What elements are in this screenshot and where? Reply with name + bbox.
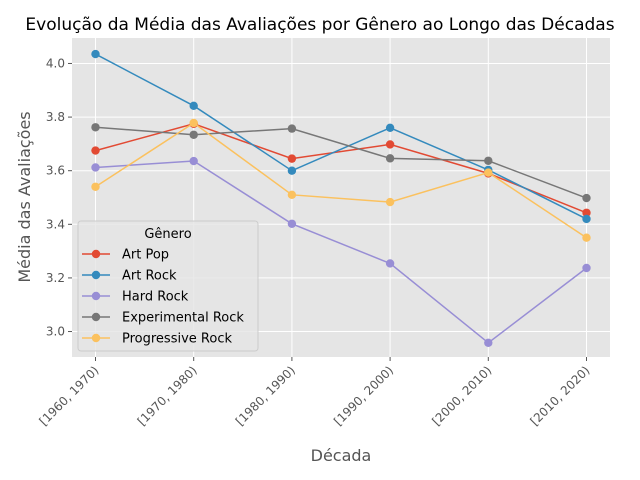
legend-item: Hard Rock — [82, 290, 189, 305]
data-point — [582, 193, 591, 203]
series-progressive-rock — [91, 118, 591, 242]
data-point — [189, 101, 198, 111]
legend-label: Experimental Rock — [122, 311, 244, 326]
legend-box — [77, 220, 259, 352]
series-layer — [91, 49, 591, 347]
y-tick-label: 3.0 — [46, 325, 65, 339]
data-point — [287, 190, 297, 200]
legend: Gênero Art Pop Art Rock Hard Rock Experimen… — [77, 220, 259, 352]
y-tick-label: 3.8 — [46, 110, 65, 124]
data-point — [287, 219, 297, 228]
legend-swatch-marker — [91, 333, 101, 343]
data-point — [189, 118, 198, 128]
legend-item: Art Pop — [82, 248, 169, 263]
data-point — [189, 130, 198, 139]
data-point — [582, 233, 591, 242]
y-tick-label: 3.6 — [46, 164, 65, 178]
y-tick-label: 4.0 — [46, 56, 65, 70]
data-point — [287, 154, 297, 163]
data-point — [385, 123, 395, 133]
data-point — [91, 182, 100, 191]
legend-label: Art Rock — [122, 269, 177, 284]
data-point — [189, 156, 198, 166]
legend-item: Experimental Rock — [82, 311, 244, 326]
data-point — [582, 263, 591, 273]
data-point — [385, 259, 395, 268]
data-point — [385, 154, 395, 163]
data-point — [385, 140, 395, 149]
y-tick-labels: 3.0 3.2 3.4 3.6 3.8 4.0 — [46, 56, 65, 338]
data-point — [91, 146, 100, 155]
data-point — [91, 163, 100, 172]
data-point — [582, 208, 591, 217]
legend-items: Art Pop Art Rock Hard Rock Experimental Roc… — [82, 248, 244, 347]
y-axis-label: Média das Avaliações — [15, 111, 34, 282]
legend-label: Hard Rock — [122, 290, 189, 305]
x-axis-label: Década — [311, 446, 372, 465]
chart-title: Evolução da Média das Avaliações por Gên… — [25, 15, 614, 35]
series-line — [95, 122, 587, 239]
data-point — [287, 166, 297, 175]
legend-swatch-marker — [91, 312, 101, 322]
data-point — [484, 156, 493, 165]
legend-swatch-marker — [91, 291, 101, 301]
y-tick-label: 3.2 — [46, 271, 65, 285]
data-point — [484, 168, 493, 177]
legend-title: Gênero — [144, 227, 191, 242]
series-line — [95, 53, 587, 220]
legend-swatch-marker — [91, 270, 101, 280]
legend-label: Art Pop — [122, 248, 169, 263]
series-line — [95, 122, 587, 214]
data-point — [582, 214, 591, 224]
series-line — [95, 160, 587, 344]
y-tick-label: 3.4 — [46, 217, 65, 231]
legend-item: Art Rock — [82, 269, 177, 284]
legend-swatch-marker — [91, 249, 101, 259]
legend-label: Progressive Rock — [122, 332, 232, 347]
data-point — [385, 197, 395, 207]
data-point — [484, 338, 493, 347]
series-art-rock — [91, 49, 591, 224]
series-hard-rock — [91, 156, 591, 347]
data-point — [91, 123, 100, 132]
data-point — [287, 124, 297, 133]
legend-item: Progressive Rock — [82, 332, 232, 347]
data-point — [91, 49, 100, 59]
